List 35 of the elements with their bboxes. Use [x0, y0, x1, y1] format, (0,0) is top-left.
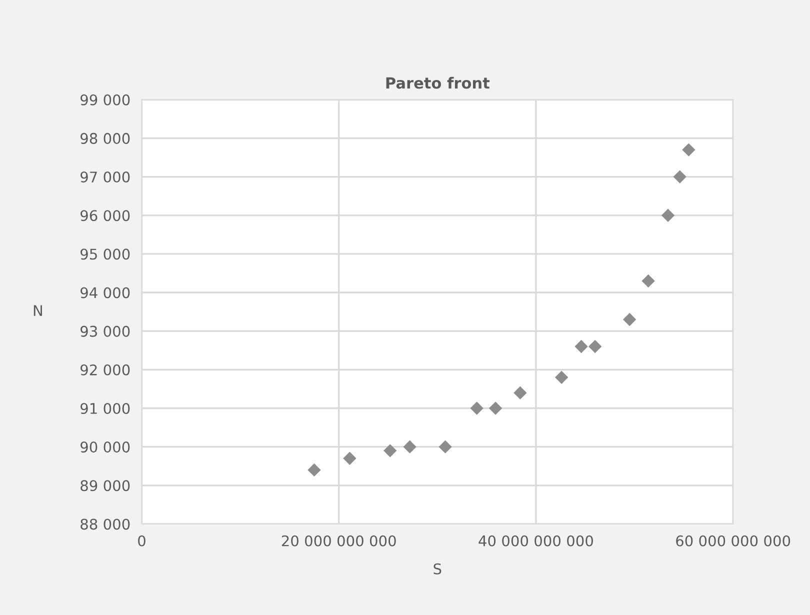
- point: [554, 370, 568, 384]
- point: [661, 208, 675, 222]
- y-tick-label: 99 000: [80, 94, 130, 106]
- point: [438, 440, 452, 454]
- y-tick-label: 89 000: [80, 480, 130, 492]
- chart-title: Pareto front: [386, 76, 490, 89]
- point: [642, 274, 655, 288]
- point: [403, 440, 416, 454]
- y-tick-label: 91 000: [80, 402, 130, 414]
- x-tick-label: 20 000 000 000: [282, 535, 396, 546]
- y-tick-label: 94 000: [80, 287, 130, 298]
- y-tick-label: 96 000: [80, 210, 130, 222]
- point: [343, 452, 356, 465]
- x-tick-label: 40 000 000 000: [478, 535, 593, 546]
- point: [470, 402, 484, 415]
- point: [384, 444, 397, 458]
- y-axis-title: N: [34, 305, 42, 316]
- y-tick-label: 97 000: [80, 172, 130, 183]
- x-axis-title: S: [434, 563, 442, 574]
- point: [673, 170, 686, 184]
- y-tick-label: 98 000: [80, 132, 130, 144]
- y-tick-label: 93 000: [80, 326, 130, 337]
- point: [622, 312, 636, 326]
- point: [682, 143, 696, 156]
- point: [308, 463, 321, 477]
- point: [488, 402, 502, 415]
- y-tick-label: 95 000: [80, 248, 130, 260]
- point: [588, 340, 602, 354]
- y-tick-label: 88 000: [80, 518, 130, 530]
- y-tick-label: 92 000: [80, 364, 130, 376]
- point: [514, 386, 527, 400]
- x-tick-label: 60 000 000 000: [676, 535, 790, 546]
- x-tick-label: 0: [138, 535, 146, 546]
- point: [574, 340, 588, 354]
- y-tick-label: 90 000: [80, 442, 130, 453]
